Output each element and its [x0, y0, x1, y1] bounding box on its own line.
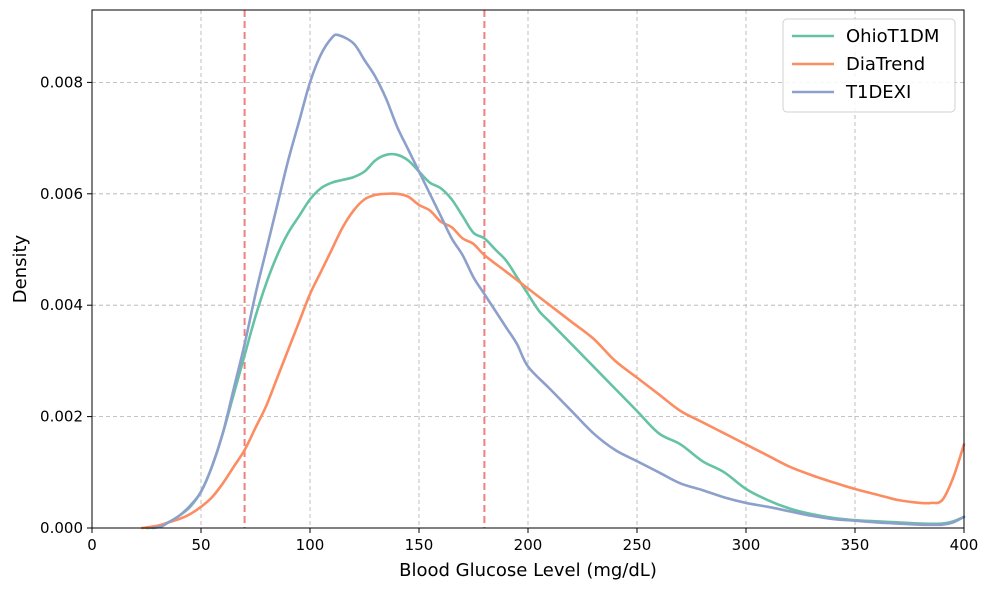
series-line-ohiot1dm	[145, 152, 966, 530]
x-tick-label: 200	[514, 536, 543, 554]
x-tick-label: 100	[296, 536, 325, 554]
x-tick-label: 150	[405, 536, 434, 554]
y-axis-label: Density	[10, 234, 31, 303]
series-lines	[140, 33, 966, 530]
x-axis-ticks: 0 50 100 150 200 250 300 350 400	[87, 528, 978, 554]
y-tick-label: 0.002	[40, 408, 83, 426]
reference-lines	[243, 10, 486, 528]
x-tick-label: 300	[732, 536, 761, 554]
y-tick-label: 0.004	[40, 296, 83, 314]
y-tick-label: 0.006	[40, 185, 83, 203]
x-tick-label: 50	[191, 536, 210, 554]
x-axis-label: Blood Glucose Level (mg/dL)	[399, 560, 657, 581]
legend-label: T1DEXI	[845, 82, 911, 103]
legend-label: OhioT1DM	[846, 26, 939, 47]
legend-box	[782, 18, 956, 113]
x-tick-label: 400	[950, 536, 979, 554]
series-line-t1dexi	[151, 33, 966, 530]
legend: OhioT1DM DiaTrend T1DEXI	[782, 18, 956, 113]
x-tick-label: 350	[841, 536, 870, 554]
x-tick-label: 250	[623, 536, 652, 554]
series-line-diatrend	[140, 192, 966, 530]
y-tick-label: 0.008	[40, 73, 83, 91]
x-tick-label: 0	[87, 536, 97, 554]
legend-label: DiaTrend	[846, 54, 925, 75]
y-tick-label: 0.000	[40, 519, 83, 537]
y-axis-ticks: 0.000 0.002 0.004 0.006 0.008	[40, 73, 92, 537]
